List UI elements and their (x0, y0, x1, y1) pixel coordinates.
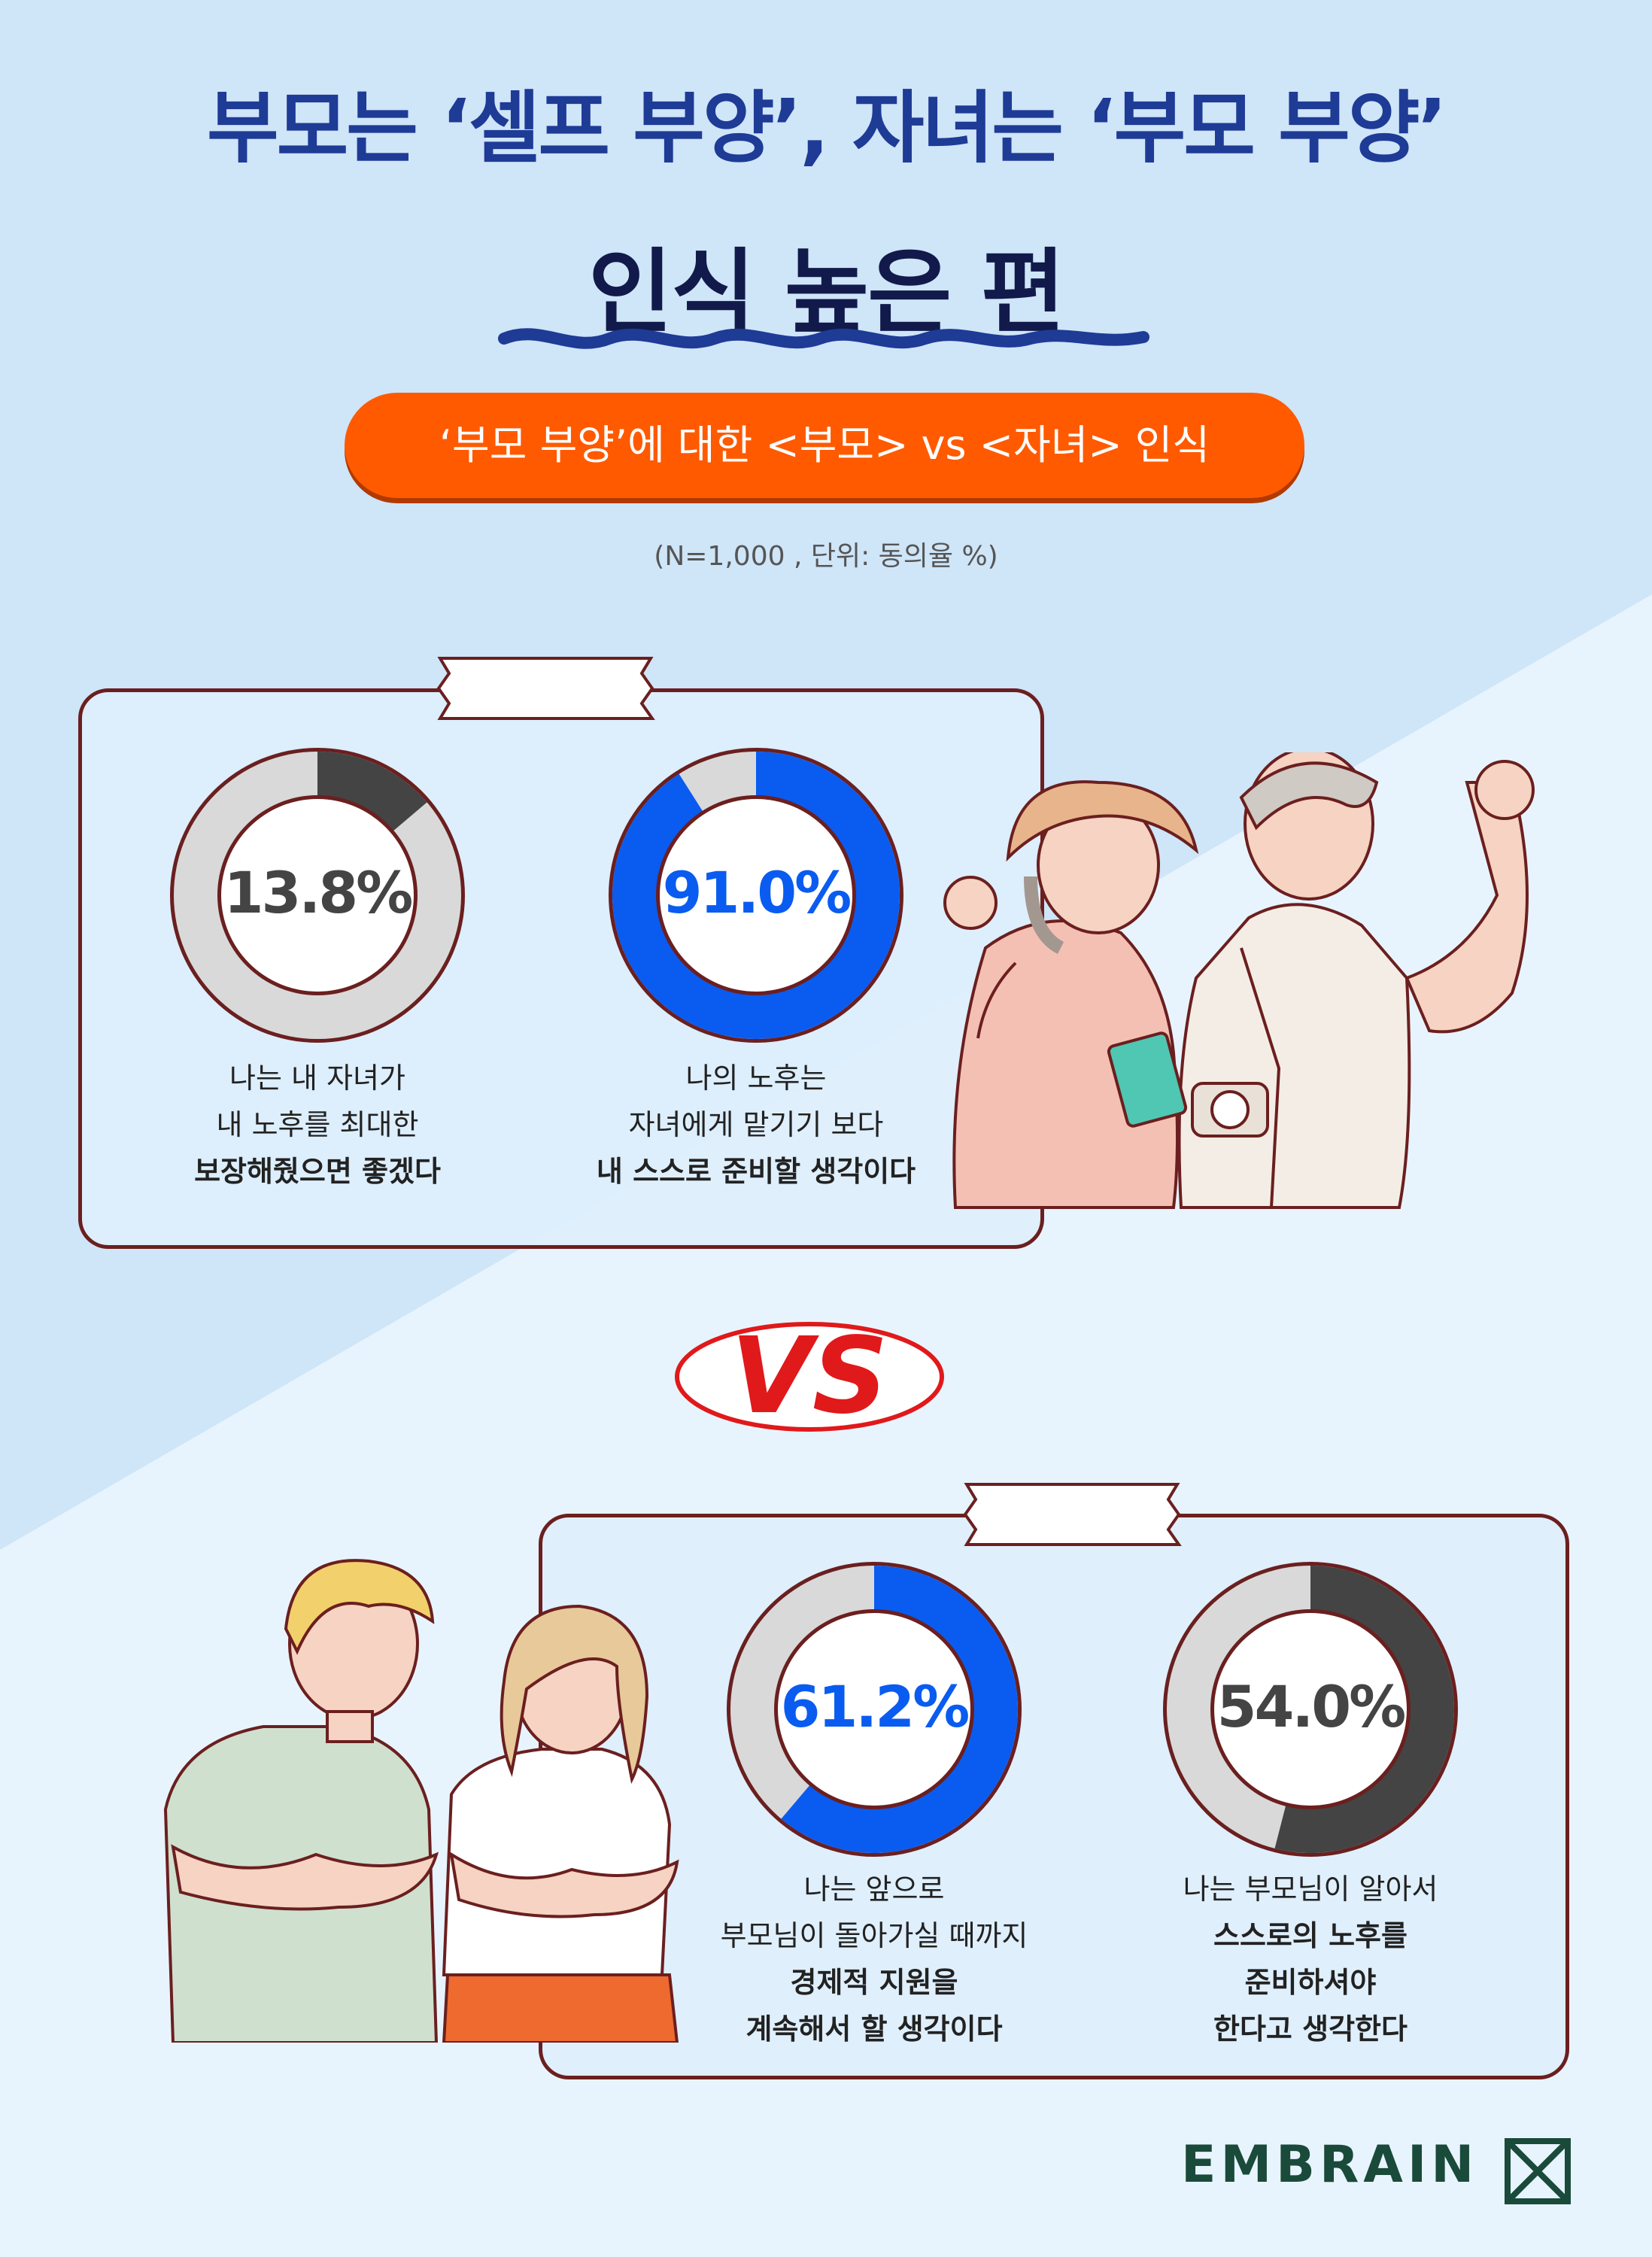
caption-line: 내 노후를 최대한 (92, 1101, 543, 1148)
sample-note: (N=1,000 , 단위: 동의율 %) (0, 534, 1652, 573)
caption-line: 나의 노후는 (530, 1055, 982, 1101)
donut-4-caption: 나는 부모님이 알아서 스스로의 노후를 준비하셔야 한다고 생각한다 (1070, 1866, 1551, 2052)
vs-badge: VS (670, 1317, 949, 1437)
caption-line: 부모님이 돌아가실 때까지 (633, 1912, 1115, 1959)
tape-decoration (433, 655, 658, 722)
donut-2-caption: 나의 노후는 자녀에게 맡기기 보다 내 스스로 준비할 생각이다 (530, 1055, 982, 1195)
parents-illustration (925, 752, 1550, 1211)
caption-line: 나는 내 자녀가 (92, 1055, 543, 1101)
donut-chart-3: 61.2% (724, 1559, 1025, 1860)
caption-line: 나는 부모님이 알아서 (1070, 1866, 1551, 1912)
embrain-logo-text: EMBRAIN (1181, 2135, 1478, 2195)
embrain-logo-icon (1505, 2138, 1571, 2204)
caption-line: 계속해서 할 생각이다 (633, 2006, 1115, 2052)
caption-line: 자녀에게 맡기기 보다 (530, 1101, 982, 1148)
donut-3-value-label: 61.2% (724, 1673, 1025, 1740)
caption-line: 경제적 지원을 (633, 1959, 1115, 2006)
donut-chart-1: 13.8% (167, 745, 468, 1046)
donut-1-caption: 나는 내 자녀가 내 노후를 최대한 보장해줬으면 좋겠다 (92, 1055, 543, 1195)
donut-2-value-label: 91.0% (606, 859, 906, 926)
caption-line: 보장해줬으면 좋겠다 (92, 1148, 543, 1195)
children-illustration (150, 1554, 692, 2043)
vs-text: VS (670, 1317, 949, 1437)
caption-line: 내 스스로 준비할 생각이다 (530, 1148, 982, 1195)
caption-line: 한다고 생각한다 (1070, 2006, 1551, 2052)
donut-chart-2: 91.0% (606, 745, 906, 1046)
survey-topic-banner: ‘부모 부양’에 대한 <부모> vs <자녀> 인식 (345, 393, 1304, 498)
donut-3-caption: 나는 앞으로 부모님이 돌아가실 때까지 경제적 지원을 계속해서 할 생각이다 (633, 1866, 1115, 2052)
caption-line: 준비하셔야 (1070, 1959, 1551, 2006)
wavy-underline (497, 316, 1159, 361)
donut-1-value-label: 13.8% (167, 859, 468, 926)
main-title: 부모는 ‘셀프 부양’, 자녀는 ‘부모 부양’ (0, 64, 1652, 178)
donut-chart-4: 54.0% (1160, 1559, 1461, 1860)
caption-line: 스스로의 노후를 (1070, 1912, 1551, 1959)
tape-decoration (959, 1481, 1185, 1548)
donut-4-value-label: 54.0% (1160, 1673, 1461, 1740)
banner-text: ‘부모 부양’에 대한 <부모> vs <자녀> 인식 (345, 393, 1304, 498)
caption-line: 나는 앞으로 (633, 1866, 1115, 1912)
